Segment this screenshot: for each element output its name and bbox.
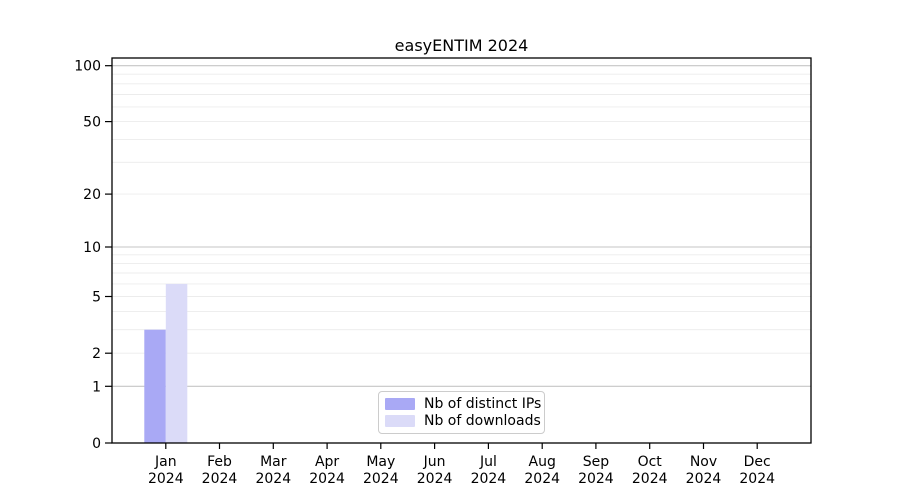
x-tick-label-year-dec: 2024 [739, 471, 775, 487]
x-tick-label-year-mar: 2024 [255, 471, 291, 487]
y-tick-label-2: 2 [92, 346, 101, 362]
x-tick-label-month-may: May [366, 454, 395, 470]
x-tick-label-year-jun: 2024 [417, 471, 453, 487]
y-tick-label-10: 10 [83, 240, 101, 256]
x-tick-label-month-jun: Jun [423, 454, 446, 470]
legend-swatch-distinct-ips [385, 398, 415, 410]
x-tick-label-year-jul: 2024 [471, 471, 507, 487]
y-tick-label-100: 100 [74, 59, 101, 75]
x-tick-label-year-sep: 2024 [578, 471, 614, 487]
legend-label-distinct-ips: Nb of distinct IPs [424, 396, 542, 412]
y-tick-label-0: 0 [92, 436, 101, 452]
x-tick-label-month-apr: Apr [315, 454, 339, 470]
x-tick-label-year-may: 2024 [363, 471, 399, 487]
y-tick-label-1: 1 [92, 379, 101, 395]
x-tick-label-month-jan: Jan [154, 454, 177, 470]
plot-border [111, 57, 812, 444]
legend-swatch-downloads [385, 415, 415, 427]
x-tick-label-year-aug: 2024 [524, 471, 560, 487]
x-tick-label-month-jul: Jul [479, 454, 497, 470]
x-tick-label-month-oct: Oct [638, 454, 663, 470]
bar-jan-nb-of-downloads [165, 283, 188, 443]
x-tick-label-year-jan: 2024 [148, 471, 184, 487]
x-tick-label-year-feb: 2024 [202, 471, 238, 487]
legend-item-distinct-ips: Nb of distinct IPs [385, 396, 542, 412]
chart-title: easyENTIM 2024 [394, 36, 529, 55]
bar-jan-nb-of-distinct-ips [144, 329, 166, 443]
x-tick-label-month-feb: Feb [207, 454, 232, 470]
x-tick-label-year-nov: 2024 [686, 471, 722, 487]
x-tick-label-year-oct: 2024 [632, 471, 668, 487]
x-tick-label-month-nov: Nov [690, 454, 717, 470]
x-tick-label-year-apr: 2024 [309, 471, 345, 487]
y-tick-label-50: 50 [83, 115, 101, 131]
x-tick-label-month-mar: Mar [260, 454, 287, 470]
legend: Nb of distinct IPs Nb of downloads [378, 391, 545, 434]
x-tick-label-month-dec: Dec [744, 454, 771, 470]
x-tick-label-month-aug: Aug [529, 454, 556, 470]
x-tick-label-month-sep: Sep [583, 454, 610, 470]
y-tick-label-20: 20 [83, 187, 101, 203]
legend-item-downloads: Nb of downloads [385, 413, 541, 429]
y-tick-label-5: 5 [92, 290, 101, 306]
legend-label-downloads: Nb of downloads [424, 413, 541, 429]
